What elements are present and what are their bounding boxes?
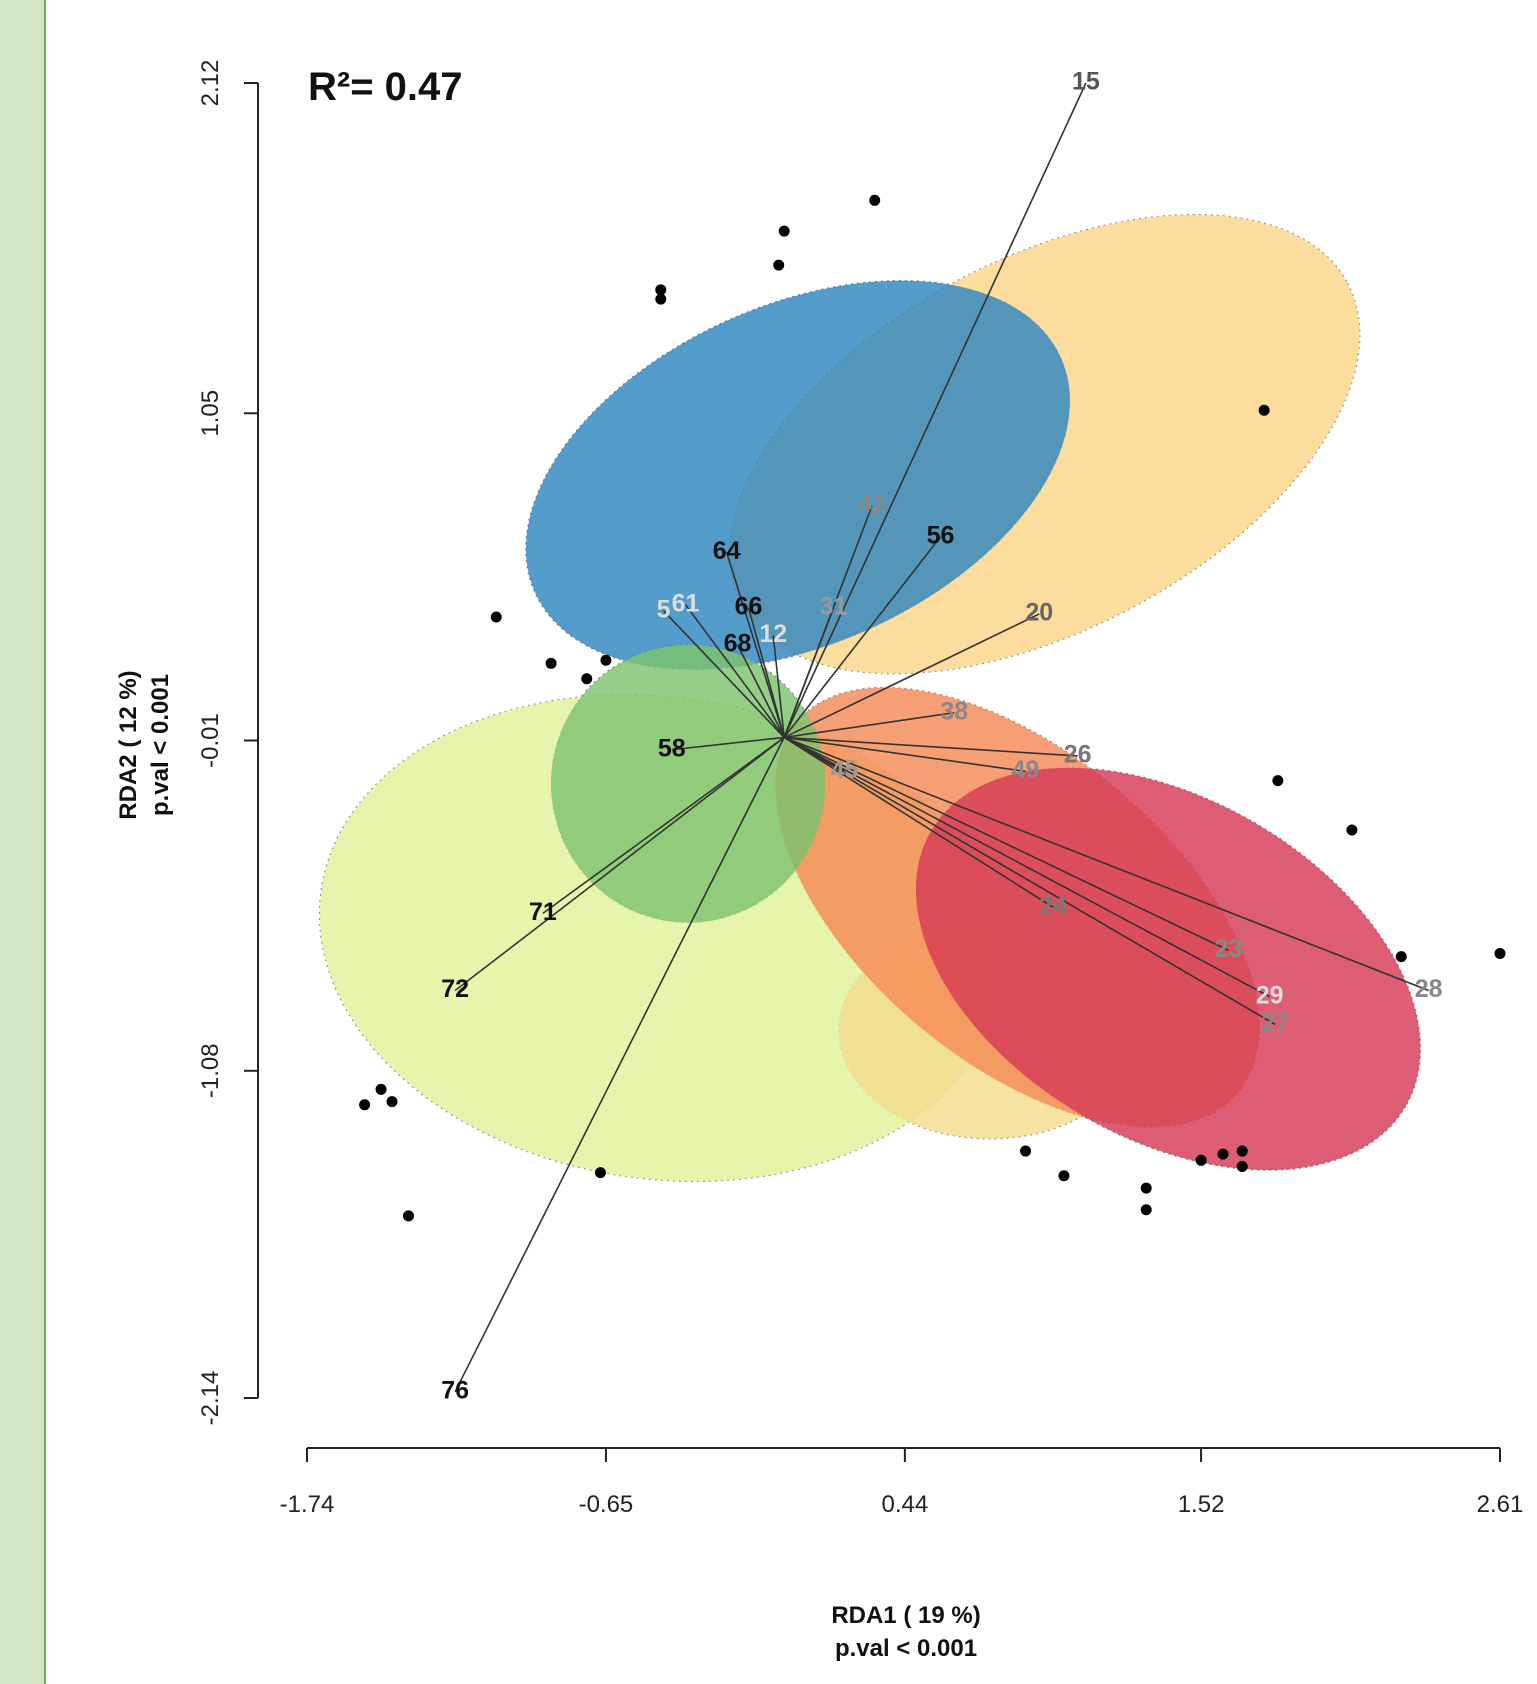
vector-line-58 xyxy=(671,736,785,751)
group-ellipses-layer xyxy=(319,214,1421,1182)
sample-point-22 xyxy=(1140,1204,1152,1216)
y-tick-label-1: 1.05 xyxy=(197,390,224,437)
sample-point-0 xyxy=(869,194,881,206)
sample-point-25 xyxy=(1236,1145,1248,1157)
sample-points-layer xyxy=(359,194,1506,1222)
vector-label-20: 20 xyxy=(1025,599,1053,627)
x-tick-label-0: -1.74 xyxy=(280,1491,335,1518)
side-strip xyxy=(0,0,46,1684)
sample-point-23 xyxy=(1195,1154,1207,1166)
sample-point-13 xyxy=(1494,947,1506,959)
vector-line-31 xyxy=(783,607,835,738)
y-axis-title: RDA2 ( 12 %) xyxy=(115,670,142,819)
sample-point-24 xyxy=(1217,1148,1229,1160)
sample-point-9 xyxy=(600,654,612,666)
group-ellipse-3 xyxy=(525,280,1070,670)
sample-point-17 xyxy=(402,1210,414,1222)
sample-point-14 xyxy=(359,1099,371,1111)
vector-label-64: 64 xyxy=(713,537,741,565)
vector-line-49 xyxy=(784,736,1026,773)
x-axis-title: RDA1 ( 19 %) xyxy=(831,1602,980,1629)
sample-point-5 xyxy=(1258,404,1270,416)
axes-layer: -1.74 -0.65 0.44 1.52 2.61 2.12 1.05 -0.01 -1.08… xyxy=(197,60,1523,1518)
sample-point-21 xyxy=(1140,1182,1152,1194)
sample-point-8 xyxy=(581,673,593,685)
vector-label-12: 12 xyxy=(759,620,787,648)
x-tick-label-1: -0.65 xyxy=(579,1491,634,1518)
sample-point-1 xyxy=(778,225,790,237)
sample-point-19 xyxy=(1020,1145,1032,1157)
vector-label-5: 5 xyxy=(657,595,671,623)
sample-point-15 xyxy=(375,1083,387,1095)
sample-point-2 xyxy=(773,259,785,271)
vector-label-72: 72 xyxy=(441,975,469,1003)
vector-label-49: 49 xyxy=(1012,756,1040,784)
sample-point-18 xyxy=(594,1167,606,1179)
vector-label-27: 27 xyxy=(1261,1009,1289,1037)
sample-point-10 xyxy=(1272,775,1284,787)
x-tick-label-2: 0.44 xyxy=(882,1491,929,1518)
x-axis-subtitle: p.val < 0.001 xyxy=(835,1635,977,1662)
vector-line-28 xyxy=(783,736,1429,992)
vector-label-66: 66 xyxy=(735,592,763,620)
y-tick-label-0: 2.12 xyxy=(197,60,224,107)
vector-label-28: 28 xyxy=(1415,975,1443,1003)
vector-label-45: 45 xyxy=(831,756,859,784)
vector-line-71 xyxy=(542,736,785,915)
vector-label-58: 58 xyxy=(658,734,686,762)
r-squared-annotation: R²= 0.47 xyxy=(308,65,463,109)
vector-line-56 xyxy=(783,536,942,738)
sample-point-7 xyxy=(545,657,557,669)
group-ellipse-6 xyxy=(551,644,826,923)
vector-label-23: 23 xyxy=(1215,935,1243,963)
y-axis-subtitle: p.val < 0.001 xyxy=(147,674,174,816)
sample-point-3 xyxy=(655,284,667,296)
vector-label-29: 29 xyxy=(1256,981,1284,1009)
vector-line-27 xyxy=(783,736,1276,1026)
y-tick-label-3: -1.08 xyxy=(197,1043,224,1098)
vector-line-24 xyxy=(783,736,1054,908)
y-tick-label-4: -2.14 xyxy=(197,1371,224,1426)
vector-line-12 xyxy=(772,635,785,738)
x-tick-label-3: 1.52 xyxy=(1178,1491,1225,1518)
vector-label-26: 26 xyxy=(1064,741,1092,769)
sample-point-12 xyxy=(1395,951,1407,963)
vector-label-71: 71 xyxy=(529,898,557,926)
vector-line-38 xyxy=(784,711,955,739)
vector-line-61 xyxy=(684,604,785,738)
vector-line-23 xyxy=(783,736,1229,952)
vector-line-5 xyxy=(662,610,785,738)
sample-point-4 xyxy=(655,293,667,305)
vector-label-68: 68 xyxy=(724,629,752,657)
vector-label-15: 15 xyxy=(1072,68,1100,96)
vector-line-20 xyxy=(783,613,1040,739)
vector-line-66 xyxy=(747,607,785,738)
x-tick-label-4: 2.61 xyxy=(1477,1491,1524,1518)
sample-point-26 xyxy=(1236,1160,1248,1172)
vector-line-26 xyxy=(784,736,1078,757)
vector-label-61: 61 xyxy=(672,589,700,617)
vector-line-29 xyxy=(783,736,1271,998)
group-ellipse-5 xyxy=(915,767,1421,1170)
vector-line-76 xyxy=(454,737,785,1393)
vector-line-72 xyxy=(454,736,785,992)
sample-point-6 xyxy=(490,611,502,623)
vector-label-24: 24 xyxy=(1039,892,1067,920)
vector-label-76: 76 xyxy=(441,1376,469,1404)
sample-point-16 xyxy=(386,1096,398,1108)
vector-label-42: 42 xyxy=(858,491,886,519)
sample-point-20 xyxy=(1058,1170,1070,1182)
vector-line-64 xyxy=(725,551,785,738)
vector-label-38: 38 xyxy=(940,697,968,725)
vector-line-68 xyxy=(736,644,785,738)
y-tick-label-2: -0.01 xyxy=(197,713,224,768)
vector-line-15 xyxy=(783,82,1087,738)
vector-label-31: 31 xyxy=(820,592,848,620)
sample-point-11 xyxy=(1346,824,1358,836)
vector-label-56: 56 xyxy=(927,521,955,549)
